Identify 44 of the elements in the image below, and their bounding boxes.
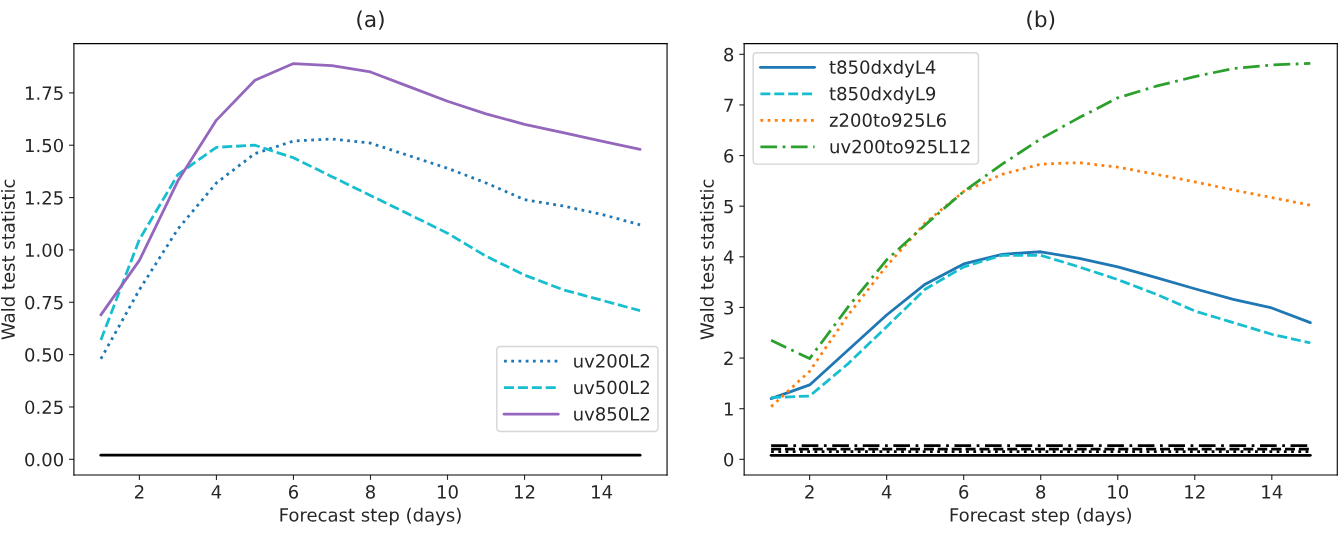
y-tick-label: 1 xyxy=(724,402,733,416)
y-tick-label: 1.00 xyxy=(25,243,63,258)
x-tick-label: 6 xyxy=(288,485,299,499)
x-tick-label: 14 xyxy=(592,485,613,499)
y-axis-title: Wald test statistic xyxy=(0,179,15,340)
x-tick-label: 2 xyxy=(805,485,814,499)
y-tick-label: 0.75 xyxy=(25,295,63,310)
x-tick-label: 10 xyxy=(438,485,458,499)
y-tick-label: 7 xyxy=(724,98,733,112)
x-tick-label: 12 xyxy=(515,485,535,499)
chart-title: (b) xyxy=(1027,10,1055,30)
x-tick-label: 6 xyxy=(959,485,969,499)
x-tick-label: 4 xyxy=(881,485,892,499)
x-axis-title: Forecast step (days) xyxy=(280,507,461,526)
y-tick-label: 1.75 xyxy=(25,86,63,100)
y-tick-label: 0.50 xyxy=(25,348,63,362)
chart-title: (a) xyxy=(357,10,384,30)
x-tick-label: 8 xyxy=(1036,485,1046,499)
y-tick-label: 1.50 xyxy=(25,138,63,153)
legend-label: uv500L2 xyxy=(574,380,649,395)
legend-label: t850dxdyL4 xyxy=(829,59,936,78)
x-tick-label: 8 xyxy=(365,485,375,499)
legend-label: uv200to925L12 xyxy=(830,139,970,154)
legend-label: z200to925L6 xyxy=(829,113,946,127)
y-tick-label: 0.25 xyxy=(25,400,63,415)
legend-label: uv850L2 xyxy=(574,407,649,421)
x-tick-label: 4 xyxy=(211,485,222,499)
y-tick-label: 6 xyxy=(724,149,734,163)
y-tick-label: 8 xyxy=(724,47,734,62)
x-tick-label: 10 xyxy=(1108,485,1129,499)
y-tick-label: 0 xyxy=(724,452,734,467)
y-tick-label: 3 xyxy=(724,300,733,315)
y-tick-label: 2 xyxy=(724,351,733,365)
x-tick-label: 14 xyxy=(1262,485,1283,499)
y-tick-label: 0.00 xyxy=(25,452,63,467)
y-tick-label: 5 xyxy=(724,199,733,214)
x-axis-title: Forecast step (days) xyxy=(950,507,1131,526)
y-axis-title: Wald test statistic xyxy=(699,179,714,340)
x-tick-label: 2 xyxy=(134,485,144,499)
legend-label: t850dxdyL9 xyxy=(829,86,936,104)
y-tick-label: 4 xyxy=(723,250,734,264)
y-tick-label: 1.25 xyxy=(25,191,63,205)
legend-label: uv200L2 xyxy=(574,354,649,368)
x-tick-label: 12 xyxy=(1185,485,1205,499)
